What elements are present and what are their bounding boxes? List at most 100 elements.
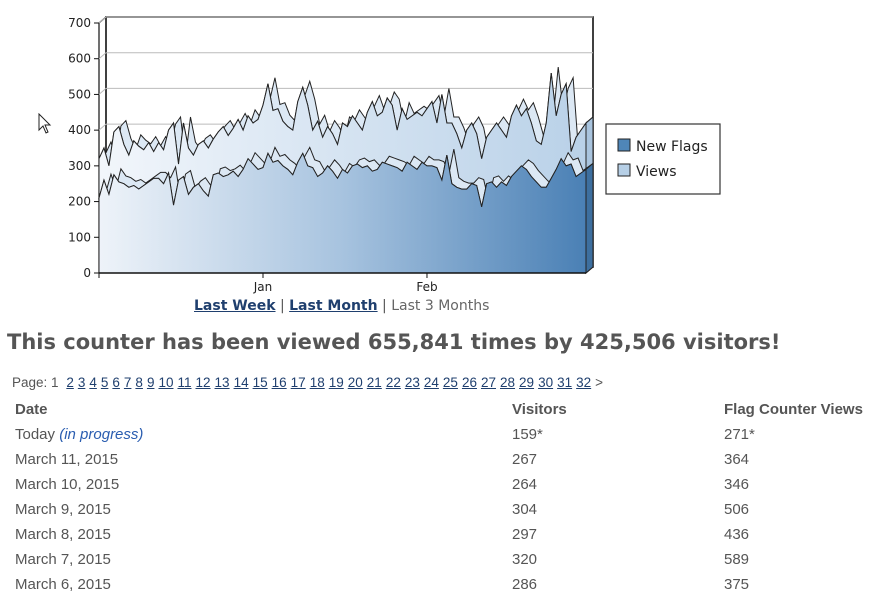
page-link[interactable]: 11 xyxy=(177,375,191,390)
range-separator: | xyxy=(378,298,392,314)
page-link[interactable]: 24 xyxy=(424,375,439,390)
visitors-cell: 297 xyxy=(507,522,719,547)
total-visitors: 425,506 xyxy=(580,330,676,354)
page-link[interactable]: 8 xyxy=(135,375,143,390)
page-link[interactable]: 13 xyxy=(215,375,230,390)
visitors-cell: 264 xyxy=(507,472,719,497)
legend-label-new-flags: New Flags xyxy=(636,139,708,155)
y-tick-label: 100 xyxy=(68,230,91,244)
x-tick-label: Feb xyxy=(416,280,437,294)
today-visitors: 159* xyxy=(507,422,719,447)
y-tick-label: 200 xyxy=(68,195,91,209)
page-link[interactable]: 3 xyxy=(78,375,86,390)
views-cell: 589 xyxy=(719,547,879,572)
in-progress-note: (in progress) xyxy=(59,426,143,443)
views-cell: 436 xyxy=(719,522,879,547)
page-link[interactable]: 9 xyxy=(147,375,155,390)
y-tick-label: 300 xyxy=(68,159,91,173)
time-range-links: Last Week | Last Month | Last 3 Months xyxy=(194,298,489,314)
today-views: 271* xyxy=(719,422,879,447)
page-link[interactable]: 16 xyxy=(272,375,287,390)
page-link[interactable]: 27 xyxy=(481,375,496,390)
y-tick-label: 500 xyxy=(68,87,91,101)
page-link[interactable]: 2 xyxy=(66,375,74,390)
page-link[interactable]: 7 xyxy=(124,375,132,390)
table-row-today: Today (in progress) 159* 271* xyxy=(10,422,879,447)
page-link[interactable]: 5 xyxy=(101,375,109,390)
page-link[interactable]: 19 xyxy=(329,375,344,390)
page-link[interactable]: 25 xyxy=(443,375,458,390)
date-cell: March 11, 2015 xyxy=(10,447,507,472)
visits-chart: 0 100 200 300 400 500 600 700 Jan Feb New Flags V… xyxy=(0,0,884,320)
visitors-cell: 286 xyxy=(507,572,719,597)
y-tick-label: 0 xyxy=(83,266,91,280)
page-current: 1 xyxy=(51,375,59,390)
date-cell: March 7, 2015 xyxy=(10,547,507,572)
date-cell: March 8, 2015 xyxy=(10,522,507,547)
last-week-link[interactable]: Last Week xyxy=(194,298,276,314)
date-cell: March 9, 2015 xyxy=(10,497,507,522)
page-link[interactable]: 4 xyxy=(89,375,97,390)
page-link[interactable]: 10 xyxy=(158,375,173,390)
legend-box xyxy=(606,124,720,194)
page-link[interactable]: 28 xyxy=(500,375,515,390)
legend-swatch-views xyxy=(618,164,630,176)
visitors-cell: 267 xyxy=(507,447,719,472)
y-tick-label: 400 xyxy=(68,123,91,137)
page-label: Page: xyxy=(12,375,47,390)
total-views: 655,841 xyxy=(368,330,464,354)
page-link[interactable]: 32 xyxy=(576,375,591,390)
headline-middle: times by xyxy=(464,330,581,354)
page-link[interactable]: 31 xyxy=(557,375,572,390)
header-flag-views: Flag Counter Views xyxy=(719,396,879,422)
x-tick-label: Jan xyxy=(253,280,273,294)
last-month-link[interactable]: Last Month xyxy=(289,298,377,314)
gridline-depth xyxy=(99,53,106,59)
page-link[interactable]: 18 xyxy=(310,375,325,390)
date-cell: March 6, 2015 xyxy=(10,572,507,597)
header-visitors: Visitors xyxy=(507,396,719,422)
page-link[interactable]: 17 xyxy=(291,375,306,390)
page-link[interactable]: 14 xyxy=(234,375,249,390)
gridline-depth xyxy=(99,17,106,23)
header-date: Date xyxy=(10,396,507,422)
counter-headline: This counter has been viewed 655,841 tim… xyxy=(7,330,780,354)
y-tick-label: 700 xyxy=(68,16,91,30)
mouse-cursor-icon xyxy=(38,113,52,135)
page-link[interactable]: 30 xyxy=(538,375,553,390)
page-link[interactable]: 21 xyxy=(367,375,382,390)
today-label: Today xyxy=(15,426,55,443)
page-link[interactable]: 26 xyxy=(462,375,477,390)
range-separator: | xyxy=(276,298,290,314)
page-link[interactable]: 29 xyxy=(519,375,534,390)
last-3-months-current: Last 3 Months xyxy=(391,298,489,314)
headline-suffix: visitors! xyxy=(676,330,781,354)
table-header-row: Date Visitors Flag Counter Views xyxy=(10,396,879,422)
date-cell: March 10, 2015 xyxy=(10,472,507,497)
headline-prefix: This counter has been viewed xyxy=(7,330,368,354)
page-link[interactable]: 23 xyxy=(405,375,420,390)
chart-legend: New Flags Views xyxy=(606,124,720,194)
gridline-depth xyxy=(99,124,106,130)
today-date-cell: Today (in progress) xyxy=(10,422,507,447)
views-cell: 375 xyxy=(719,572,879,597)
visitors-cell: 304 xyxy=(507,497,719,522)
page-link[interactable]: 15 xyxy=(253,375,268,390)
page-link[interactable]: 22 xyxy=(386,375,401,390)
views-cell: 364 xyxy=(719,447,879,472)
next-page-arrow[interactable]: > xyxy=(595,375,603,390)
legend-swatch-new-flags xyxy=(618,139,630,151)
legend-label-views: Views xyxy=(636,164,677,180)
page-link[interactable]: 12 xyxy=(196,375,211,390)
page-link[interactable]: 20 xyxy=(348,375,363,390)
page-link[interactable]: 6 xyxy=(112,375,120,390)
y-tick-label: 600 xyxy=(68,52,91,66)
views-cell: 506 xyxy=(719,497,879,522)
stats-table: Date Visitors Flag Counter Views Today (… xyxy=(10,396,879,597)
